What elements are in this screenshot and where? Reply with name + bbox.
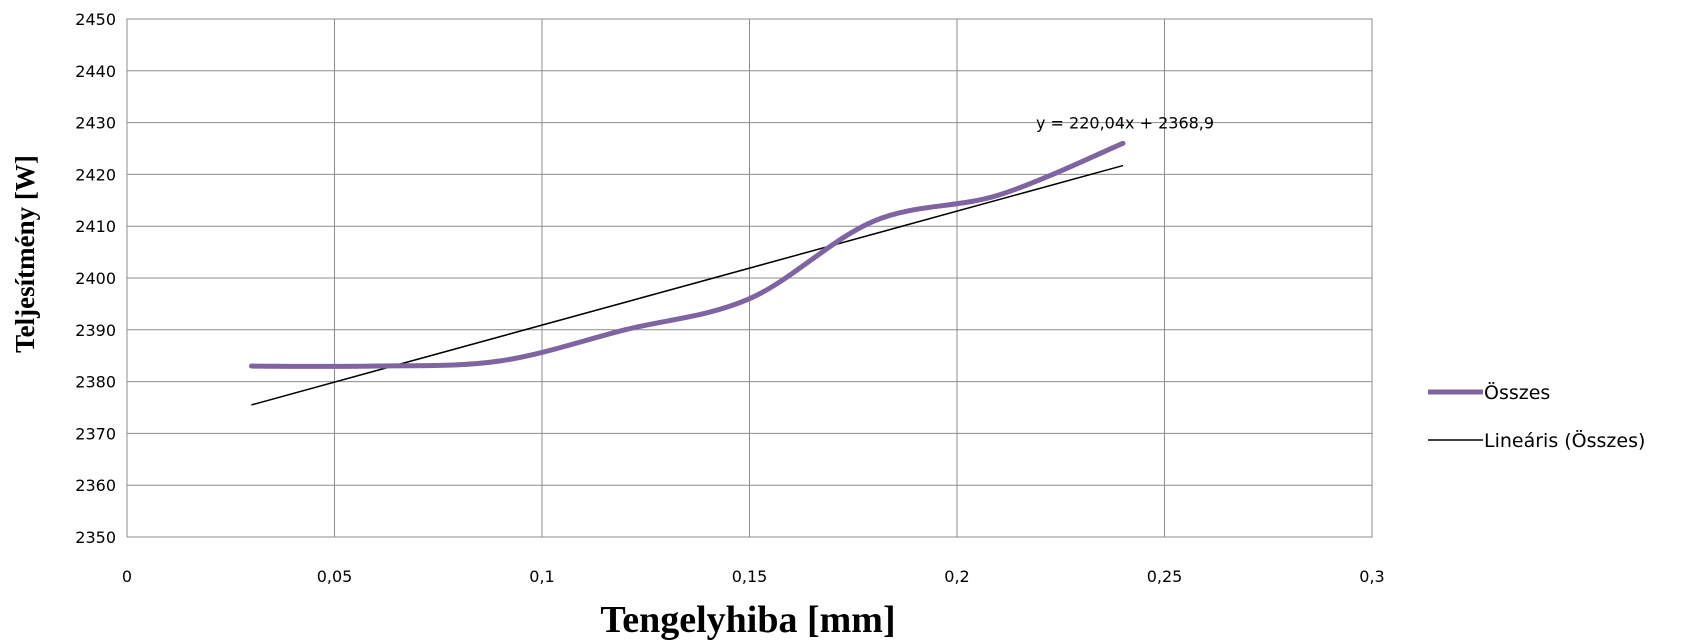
grid bbox=[126, 18, 1373, 538]
x-tick-label: 0 bbox=[122, 567, 132, 586]
y-tick-label: 2390 bbox=[75, 321, 116, 340]
y-tick-label: 2450 bbox=[75, 10, 116, 29]
x-tick-label: 0,05 bbox=[317, 567, 353, 586]
y-tick-label: 2420 bbox=[75, 165, 116, 184]
trendline-equation: y = 220,04x + 2368,9 bbox=[1036, 114, 1214, 133]
legend: Összes Lineáris (Összes) bbox=[1428, 381, 1645, 452]
y-tick-label: 2400 bbox=[75, 269, 116, 288]
x-tick-label: 0,2 bbox=[944, 567, 969, 586]
x-tick-label: 0,15 bbox=[732, 567, 768, 586]
y-axis-title: Teljesítmény [W] bbox=[10, 155, 40, 353]
series bbox=[249, 140, 1126, 406]
y-tick-label: 2440 bbox=[75, 62, 116, 81]
y-tick-label: 2410 bbox=[75, 217, 116, 236]
y-tick-label: 2350 bbox=[75, 528, 116, 547]
x-tick-label: 0,25 bbox=[1147, 567, 1183, 586]
series-line-osszes bbox=[249, 140, 1126, 369]
x-tick-label: 0,1 bbox=[529, 567, 554, 586]
legend-label-linearis: Lineáris (Összes) bbox=[1484, 429, 1645, 452]
x-axis-title: Tengelyhiba [mm] bbox=[600, 599, 895, 640]
x-tick-labels: 0 0,05 0,1 0,15 0,2 0,25 0,3 bbox=[122, 567, 1385, 586]
x-tick-label: 0,3 bbox=[1359, 567, 1384, 586]
y-tick-label: 2430 bbox=[75, 114, 116, 133]
legend-label-osszes: Összes bbox=[1484, 381, 1550, 404]
plot-area bbox=[126, 18, 1373, 538]
trendline-linearis bbox=[251, 164, 1124, 406]
y-tick-label: 2360 bbox=[75, 476, 116, 495]
y-tick-labels: 2350 2360 2370 2380 2390 2400 2410 2420 2430 2440… bbox=[75, 10, 116, 547]
y-tick-label: 2370 bbox=[75, 424, 116, 443]
y-tick-label: 2380 bbox=[75, 373, 116, 392]
